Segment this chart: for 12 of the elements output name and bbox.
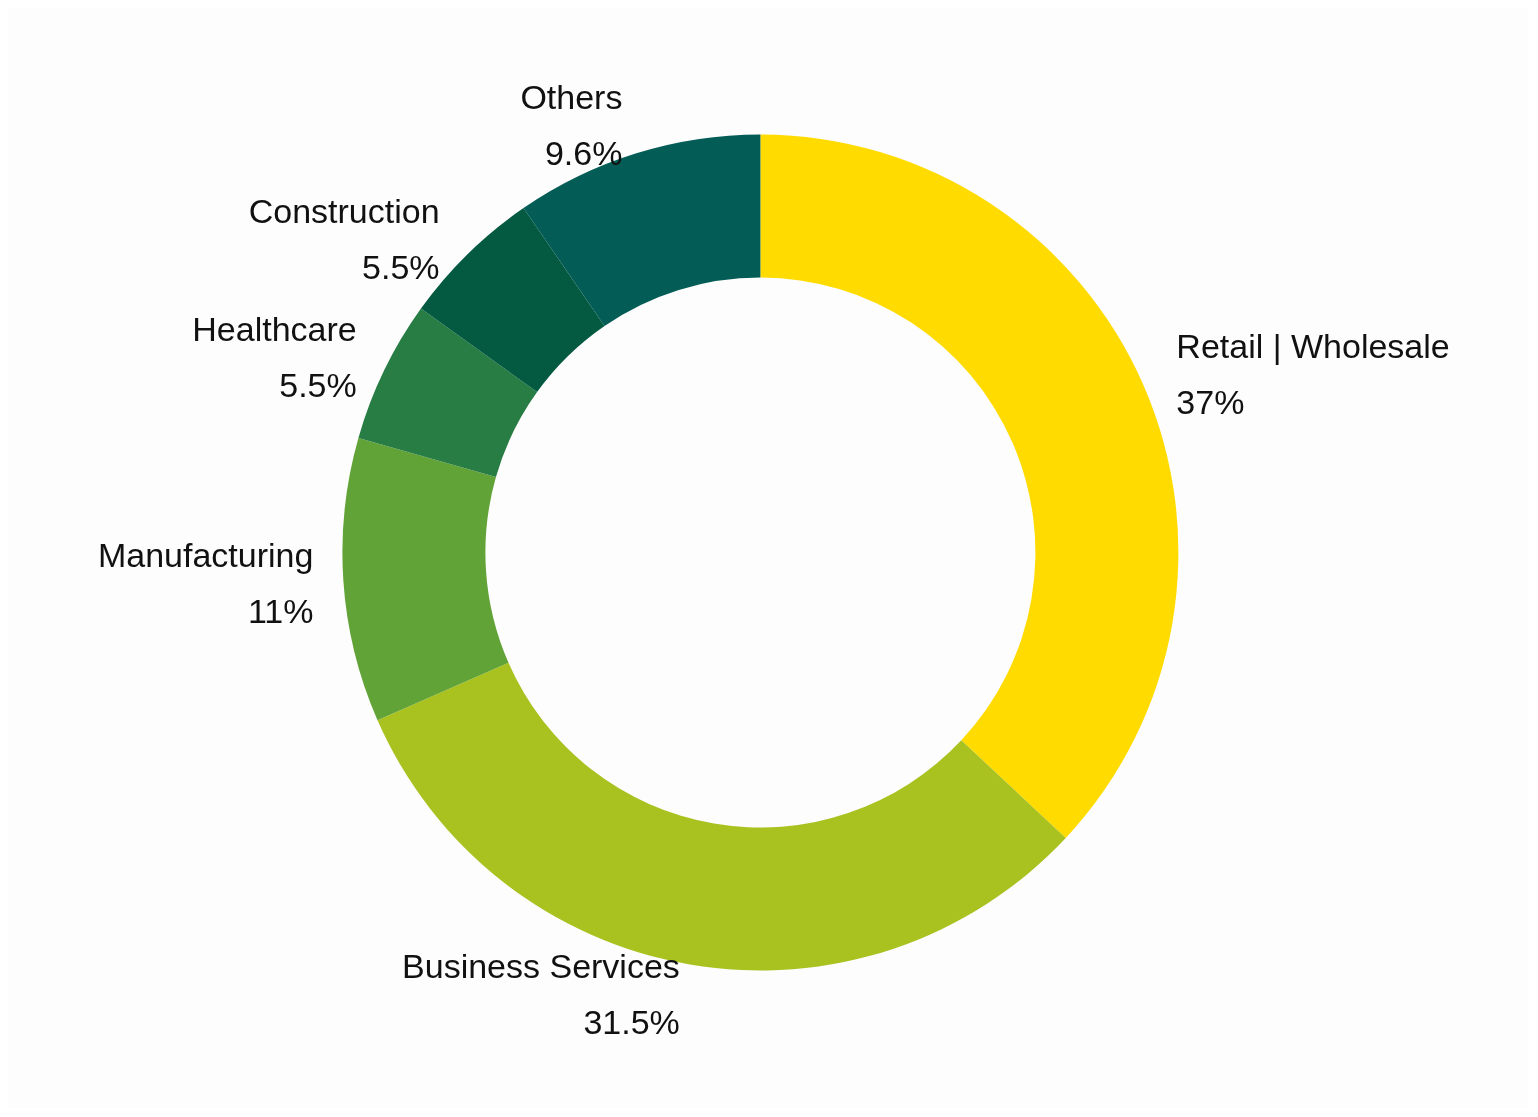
data-label: 9.6% bbox=[544, 133, 623, 172]
slice-label: Retail | Wholesale bbox=[1176, 327, 1450, 366]
slice-label: Manufacturing bbox=[97, 535, 314, 574]
data-label: 5.5% bbox=[279, 366, 357, 405]
data-label: 31.5% bbox=[583, 1003, 680, 1042]
slice-label: Construction bbox=[248, 191, 440, 230]
data-label: 5.5% bbox=[362, 247, 440, 286]
slice-label: Others bbox=[520, 77, 623, 116]
slice-label: Healthcare bbox=[192, 310, 357, 349]
slice-label: Business Services bbox=[402, 947, 680, 986]
data-label: 11% bbox=[247, 591, 314, 630]
data-label: 37% bbox=[1176, 383, 1245, 422]
